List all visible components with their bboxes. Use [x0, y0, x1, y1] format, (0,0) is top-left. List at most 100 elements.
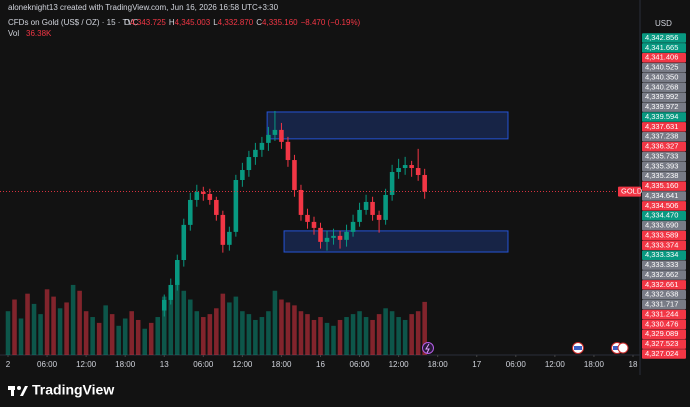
time-label: 12:00 [232, 360, 253, 369]
price-label-box [642, 260, 686, 270]
price-label: 4,327.024 [645, 349, 678, 358]
price-label: 4,333.334 [645, 250, 678, 259]
time-label: 18:00 [115, 360, 136, 369]
volume-bar [5, 311, 11, 355]
volume-bar [38, 314, 43, 355]
time-label: 13 [160, 360, 169, 369]
candle-body [207, 193, 213, 200]
price-label: 4,334.506 [645, 201, 678, 210]
time-label: 12:00 [389, 360, 410, 369]
flag-icon[interactable] [572, 342, 584, 354]
candle-body [272, 129, 278, 135]
candle-body [409, 165, 414, 169]
candle-body [220, 214, 226, 245]
price-label: 4,335.160 [645, 181, 678, 190]
flag-icon[interactable] [611, 342, 629, 354]
price-label-box [642, 201, 686, 211]
price-label-box [642, 240, 686, 251]
time-label: 12:00 [76, 360, 97, 369]
volume-bar [18, 318, 24, 355]
volume-bar [266, 311, 271, 355]
logo: TradingView [32, 382, 114, 398]
candle-body [376, 214, 382, 220]
price-label: 4,341.406 [645, 53, 678, 62]
candle-body [415, 168, 421, 176]
volume-bar [344, 317, 349, 355]
volume-bar [409, 314, 414, 355]
zone [266, 111, 509, 140]
candle-body [337, 235, 343, 240]
time-label: 06:00 [506, 360, 527, 369]
candle-body [292, 160, 297, 190]
volume-bar [318, 317, 323, 355]
volume-bar [402, 319, 408, 355]
volume-bar [194, 311, 200, 355]
candle-body [285, 141, 291, 161]
o-key: O [124, 18, 130, 27]
candle-body [194, 191, 200, 200]
volume-bar [279, 299, 284, 355]
time-label: 18:00 [428, 360, 449, 369]
candle-body [233, 179, 239, 232]
candle-body [305, 214, 310, 222]
volume-bar [25, 293, 30, 355]
volume-bar [311, 319, 317, 355]
price-label: 4,335.733 [645, 151, 678, 160]
price-label: 4,334.641 [645, 191, 678, 200]
candle-body [174, 260, 180, 285]
c-key: C [256, 18, 262, 27]
volume-bar [188, 299, 193, 355]
price-label-box [642, 171, 686, 181]
candle-body [363, 201, 369, 210]
candle-body [389, 172, 395, 195]
price-label: 4,339.594 [645, 112, 678, 121]
lightning-icon[interactable] [422, 342, 434, 354]
time-label: 2 [6, 360, 11, 369]
price-label-box [642, 309, 686, 320]
volume-bar [422, 301, 427, 355]
volume-bar [57, 308, 63, 355]
volume-bar [161, 296, 167, 355]
price-label-box [642, 53, 686, 63]
volume-bar [109, 314, 115, 355]
price-label: 4,329.089 [645, 329, 678, 338]
volume-bar [370, 319, 375, 355]
volume-bar [168, 287, 174, 355]
price-label: 4,333.374 [645, 240, 678, 249]
candle-body [370, 201, 375, 215]
time-label: 06:00 [193, 360, 214, 369]
candle-body [266, 134, 271, 143]
volume-bar [181, 290, 187, 355]
candle-body [259, 142, 265, 150]
candle-body [402, 165, 408, 169]
candle-body [168, 284, 174, 300]
vol-key: Vol [8, 29, 19, 38]
volume-bar [122, 318, 128, 355]
last-price-tag [618, 186, 641, 197]
price-label: 4,340.268 [645, 82, 678, 91]
price-label-box [642, 211, 686, 221]
l-key: L [213, 18, 218, 27]
price-label: 4,335.238 [645, 171, 678, 180]
price-label-box [642, 132, 686, 142]
price-label-box [642, 191, 686, 201]
time-label: 17 [472, 360, 481, 369]
price-label-box [642, 151, 686, 162]
ohlc: O4,343.725 H4,345.003 L4,332.870 C4,335.160… [124, 18, 361, 27]
volume-bar [148, 322, 154, 355]
price-label: 4,332.662 [645, 270, 678, 279]
candle-body [188, 199, 193, 225]
volume-bar [142, 328, 147, 355]
candle-body [214, 199, 219, 215]
price-label: 4,332.638 [645, 290, 678, 299]
candle-body [422, 175, 427, 192]
price-label: 4,331.717 [645, 300, 678, 309]
price-label-box [642, 270, 686, 280]
price-label-box [642, 280, 686, 290]
candle-body [161, 299, 167, 311]
candle-body [383, 194, 388, 220]
volume-bar [174, 279, 180, 355]
volume-bar [70, 284, 76, 355]
